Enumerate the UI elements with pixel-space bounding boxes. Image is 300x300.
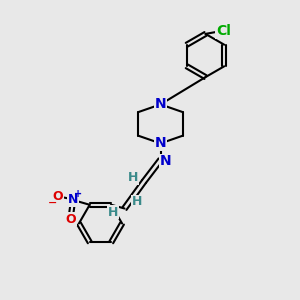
Text: O: O — [52, 190, 63, 203]
Text: O: O — [65, 213, 76, 226]
Text: H: H — [128, 171, 138, 184]
Text: N: N — [160, 154, 172, 168]
Text: N: N — [155, 136, 166, 150]
Text: H: H — [132, 195, 142, 208]
Text: H: H — [108, 206, 118, 219]
Text: −: − — [47, 197, 57, 207]
Text: Cl: Cl — [216, 25, 231, 38]
Text: N: N — [68, 193, 78, 206]
Text: +: + — [74, 189, 82, 199]
Text: N: N — [155, 98, 166, 111]
